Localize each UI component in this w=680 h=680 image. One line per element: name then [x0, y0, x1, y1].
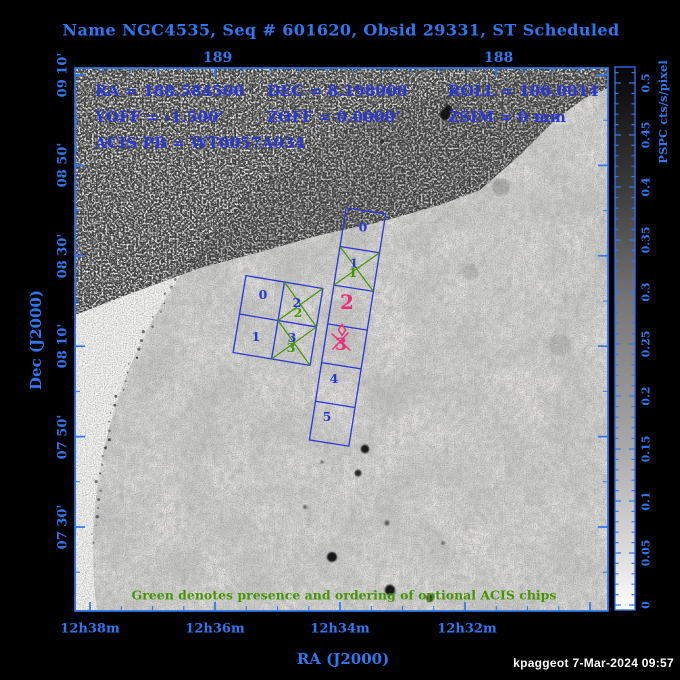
acis-i0-label: 0 — [259, 287, 268, 302]
acis-i3-label: 3 — [288, 330, 297, 345]
colorbar-tick-005: 0.05 — [639, 539, 653, 567]
speckle-noise-region — [75, 68, 608, 315]
aimpoint-diamond-icon — [337, 323, 347, 337]
colorbar-tick-025: 0.25 — [639, 330, 653, 358]
sky-sources — [303, 105, 571, 602]
green-chips-legend: Green denotes presence and ordering of o… — [131, 587, 557, 603]
colorbar-tick-015: 0.15 — [639, 435, 653, 463]
y-axis-label: Dec (J2000) — [27, 290, 45, 390]
top-axis-tick-188: 188 — [484, 50, 514, 66]
colorbar — [614, 66, 636, 611]
acis-i1-label: 1 — [252, 329, 261, 344]
colorbar-gradient — [614, 66, 636, 611]
dec-tick-0830: 08 30' — [55, 233, 71, 279]
acis-i-optional-cross — [271, 281, 324, 366]
plot-frame — [74, 67, 609, 612]
sky-image — [75, 68, 608, 611]
ra-tick-12h38m: 12h38m — [60, 621, 120, 637]
plot-title: Name NGC4535, Seq # 601620, Obsid 29331,… — [62, 20, 620, 40]
acis-s-array — [308, 207, 387, 447]
acis-s5-label: 5 — [323, 409, 332, 424]
dec-tick-0910: 09 10' — [55, 52, 71, 98]
minor-ticks — [75, 68, 608, 611]
overlay-zoff: ZOFF = 0.0000' — [267, 108, 401, 126]
overlay-dec: DEC = 8.198000 — [267, 82, 408, 100]
acis-s0-label: 0 — [359, 220, 368, 235]
top-axis-tick-189: 189 — [203, 50, 233, 66]
dec-tick-0750: 07 50' — [55, 414, 71, 460]
chip-labels: 0 1 2 2 3 3 0 1 1 2 3 4 5 — [252, 220, 368, 425]
overlay-roll: ROLL = 100.0014 — [448, 82, 599, 100]
acis-s1-label: 1 — [350, 256, 359, 271]
overlay-yoff: YOFF = -1.500' — [95, 108, 224, 126]
major-ticks — [75, 68, 608, 611]
acis-i2-order-label: 2 — [294, 305, 303, 320]
ra-tick-12h32m: 12h32m — [437, 621, 497, 637]
dec-tick-0810: 08 10' — [55, 323, 71, 369]
user-timestamp: kpaggeot 7-Mar-2024 09:57 — [513, 656, 674, 670]
background-source-blot — [440, 109, 450, 120]
colorbar-tick-02: 0.2 — [639, 386, 653, 406]
colorbar-label: PSPC cts/s/pixel — [656, 60, 670, 164]
overlay-zsim: ZSIM = 0 mm — [448, 108, 567, 126]
colorbar-tick-0: 0 — [639, 601, 653, 609]
acis-overlays — [232, 207, 387, 447]
acis-i2-label: 2 — [293, 295, 302, 310]
ra-tick-12h36m: 12h36m — [185, 621, 245, 637]
ra-tick-12h34m: 12h34m — [310, 621, 370, 637]
acis-s4-label: 4 — [330, 371, 339, 386]
dec-tick-0730: 07 30' — [55, 504, 71, 550]
dec-tick-0850: 08 50' — [55, 142, 71, 188]
overlay-ra: RA = 188.584500 — [95, 82, 245, 100]
acis-s3-label: 3 — [335, 335, 347, 355]
acis-s2-label: 2 — [340, 290, 354, 314]
x-axis-label: RA (J2000) — [296, 650, 390, 668]
colorbar-tick-045: 0.45 — [639, 121, 653, 149]
acis-s1-order-label: 1 — [349, 265, 358, 280]
colorbar-tick-035: 0.35 — [639, 226, 653, 254]
colorbar-tick-03: 0.3 — [639, 282, 653, 302]
acis-s1-optional-cross — [333, 246, 380, 292]
colorbar-ticks — [615, 72, 635, 606]
overlay-acis-pb: ACIS PB = WT0057A034 — [95, 134, 306, 152]
fov-rim-speckles — [90, 96, 417, 544]
acis-i3-order-label: 3 — [287, 340, 296, 355]
acis-i-array — [232, 274, 324, 367]
colorbar-tick-05: 0.5 — [639, 73, 653, 93]
aimpoint-marker — [331, 323, 351, 352]
colorbar-tick-01: 0.1 — [639, 491, 653, 511]
colorbar-tick-04: 0.4 — [639, 177, 653, 197]
target-cross-icon — [331, 332, 351, 352]
